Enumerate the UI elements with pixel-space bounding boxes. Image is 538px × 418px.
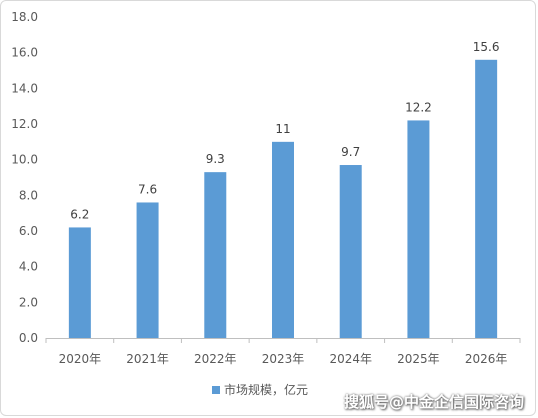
- y-tick-label: 12.0: [11, 117, 38, 131]
- data-label: 15.6: [473, 40, 500, 54]
- y-tick-label: 6.0: [19, 224, 38, 238]
- legend: 市场规模，亿元: [212, 382, 308, 397]
- x-axis: 2020年 2021年 2022年 2023年 2024年 2025年 2026年: [45, 338, 521, 366]
- y-tick-label: 8.0: [19, 188, 38, 202]
- bar: [339, 165, 362, 338]
- x-tick-label: 2023年: [262, 352, 305, 366]
- y-tick-label: 10.0: [11, 153, 38, 167]
- legend-swatch: [212, 386, 220, 394]
- y-tick-label: 18.0: [11, 10, 38, 24]
- bar: [68, 227, 91, 338]
- x-tick-label: 2021年: [126, 352, 169, 366]
- data-label: 6.2: [70, 207, 89, 221]
- data-label: 9.7: [341, 145, 360, 159]
- data-label: 11: [275, 122, 290, 136]
- y-tick-label: 0.0: [19, 331, 38, 345]
- bar: [475, 59, 498, 339]
- x-tick-label: 2020年: [59, 352, 102, 366]
- x-tick-label: 2025年: [397, 352, 440, 366]
- y-axis: 0.0 2.0 4.0 6.0 8.0 10.0 12.0 14.0 16.0 18.0: [11, 10, 38, 345]
- bars: 6.2 7.6 9.3 11 9.7 12.2 15.6: [68, 40, 500, 339]
- x-tick-label: 2022年: [194, 352, 237, 366]
- y-tick-label: 14.0: [11, 81, 38, 95]
- data-label: 9.3: [206, 152, 225, 166]
- bar: [136, 202, 159, 338]
- data-label: 7.6: [138, 182, 157, 196]
- y-tick-label: 2.0: [19, 295, 38, 309]
- x-tick-label: 2024年: [329, 352, 372, 366]
- x-tick-label: 2026年: [465, 352, 508, 366]
- bar: [407, 120, 430, 338]
- bar: [272, 141, 294, 338]
- y-tick-label: 4.0: [19, 260, 38, 274]
- y-tick-label: 16.0: [11, 46, 38, 60]
- bar: [204, 172, 227, 338]
- watermark-text: 搜狐号@中金企信国际咨询: [343, 393, 524, 411]
- data-label: 12.2: [405, 100, 432, 114]
- legend-label: 市场规模，亿元: [224, 382, 308, 397]
